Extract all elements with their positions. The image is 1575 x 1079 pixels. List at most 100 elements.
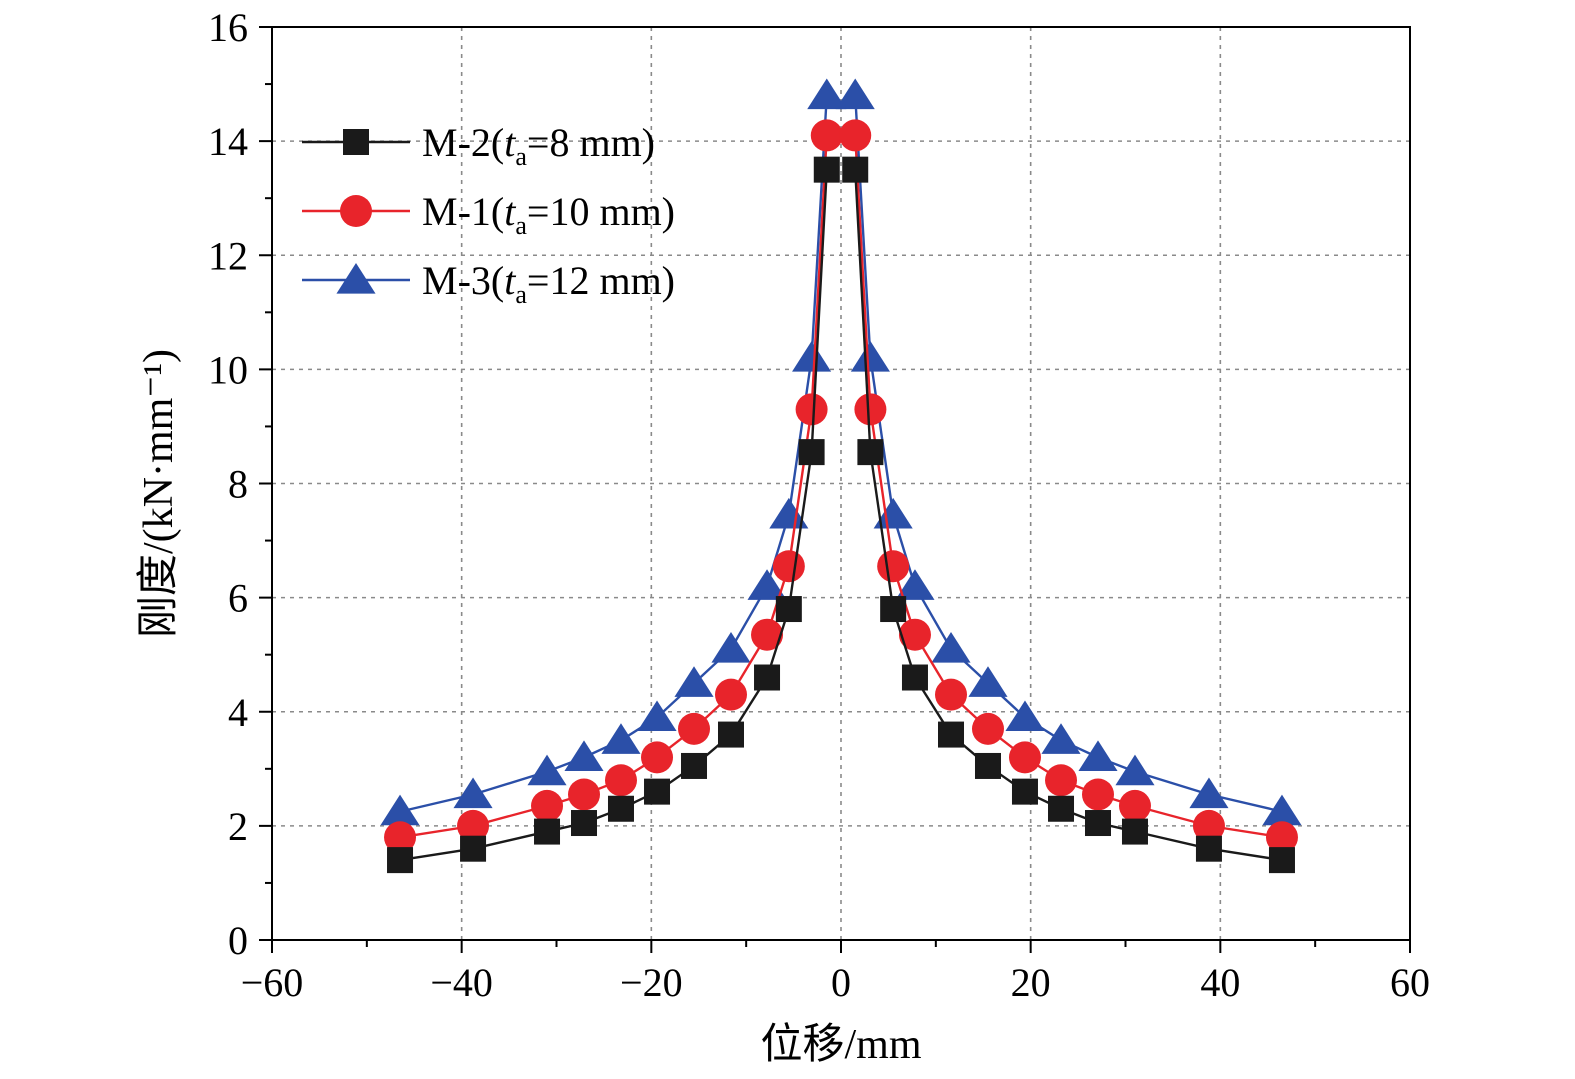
data-point: [534, 818, 561, 845]
data-point: [1121, 818, 1148, 845]
data-point: [1262, 794, 1302, 826]
data-point: [711, 631, 751, 663]
data-point: [460, 835, 487, 862]
data-point: [857, 439, 884, 466]
y-tick-label: 12: [208, 233, 248, 278]
data-point: [637, 700, 677, 732]
x-tick-label: 40: [1200, 960, 1240, 1005]
data-point: [901, 664, 928, 691]
x-tick-label: 60: [1390, 960, 1430, 1005]
data-point: [842, 156, 869, 183]
data-point: [754, 664, 781, 691]
data-point: [1189, 777, 1229, 809]
data-point: [457, 809, 490, 842]
data-point: [839, 119, 872, 152]
data-point: [798, 439, 825, 466]
data-point: [681, 752, 708, 779]
y-tick-label: 6: [228, 576, 248, 621]
data-point: [717, 721, 744, 748]
data-point: [1011, 778, 1038, 805]
data-point: [607, 795, 634, 822]
data-point: [571, 810, 598, 837]
data-point: [931, 631, 971, 663]
data-point: [387, 847, 414, 874]
data-point: [813, 156, 840, 183]
data-point: [751, 618, 784, 651]
series-group: [380, 78, 1302, 874]
data-point: [384, 821, 417, 854]
data-point: [810, 119, 843, 152]
data-point: [1268, 847, 1295, 874]
data-point: [1005, 700, 1045, 732]
y-tick-label: 10: [208, 347, 248, 392]
series-line: [854, 135, 1283, 839]
series-triangle: [380, 78, 1302, 826]
data-point: [714, 678, 747, 711]
data-point: [968, 666, 1008, 697]
data-point: [641, 741, 674, 774]
data-point: [873, 497, 913, 529]
data-point: [1195, 835, 1222, 862]
y-tick-label: 4: [228, 690, 248, 735]
data-point: [453, 777, 493, 809]
legend-item: M-2(ta=8 mm): [302, 120, 655, 171]
x-tick-label: −20: [620, 960, 683, 1005]
data-point: [807, 78, 847, 110]
data-point: [604, 764, 637, 797]
x-tick-label: 0: [831, 960, 851, 1005]
series-line: [854, 95, 1283, 813]
legend-item: M-1(ta=10 mm): [302, 189, 675, 240]
data-point: [1008, 741, 1041, 774]
data-point: [1265, 821, 1298, 854]
legend-label: M-2(ta=8 mm): [422, 120, 655, 171]
y-tick-label: 14: [208, 119, 248, 164]
data-point: [564, 740, 604, 771]
legend-marker: [340, 195, 372, 227]
data-point: [898, 618, 931, 651]
x-tick-label: 20: [1011, 960, 1051, 1005]
x-axis-title: 位移/mm: [760, 1021, 921, 1068]
series-line: [399, 135, 828, 839]
y-axis-title: 刚度/(kN·mm⁻¹): [136, 349, 182, 638]
data-point: [938, 721, 965, 748]
x-tick-label: −60: [241, 960, 304, 1005]
grid: [272, 27, 1410, 940]
legend-marker: [343, 129, 369, 155]
data-point: [835, 78, 875, 110]
data-point: [769, 497, 809, 529]
data-point: [1192, 809, 1225, 842]
data-point: [775, 596, 802, 623]
data-point: [880, 596, 907, 623]
data-point: [601, 723, 641, 754]
data-point: [644, 778, 671, 805]
legend-item: M-3(ta=12 mm): [302, 258, 675, 309]
data-point: [850, 340, 890, 372]
data-point: [935, 678, 968, 711]
data-point: [531, 789, 564, 822]
data-point: [1045, 764, 1078, 797]
y-tick-label: 0: [228, 918, 248, 963]
data-point: [971, 712, 1004, 745]
data-point: [1084, 810, 1111, 837]
x-tick-label: −40: [430, 960, 493, 1005]
axis-ticks: −60 −40 −20 0 20 40 60 0 2 4 6 8 10 12 14 16: [208, 5, 1430, 1005]
legend: M-2(ta=8 mm) M-1(ta=10 mm) M-3(ta=12 mm): [302, 120, 675, 309]
data-point: [974, 752, 1001, 779]
y-tick-label: 8: [228, 462, 248, 507]
data-point: [1118, 789, 1151, 822]
legend-label: M-3(ta=12 mm): [422, 258, 675, 309]
data-point: [674, 666, 714, 697]
data-point: [527, 754, 567, 786]
data-point: [772, 550, 805, 583]
data-point: [895, 569, 935, 600]
series-square: [387, 156, 1295, 874]
series-circle: [384, 119, 1298, 854]
data-point: [1078, 740, 1118, 771]
series-line: [854, 169, 1283, 862]
data-point: [1048, 795, 1075, 822]
data-point: [877, 550, 910, 583]
data-point: [1115, 754, 1155, 786]
data-point: [678, 712, 711, 745]
